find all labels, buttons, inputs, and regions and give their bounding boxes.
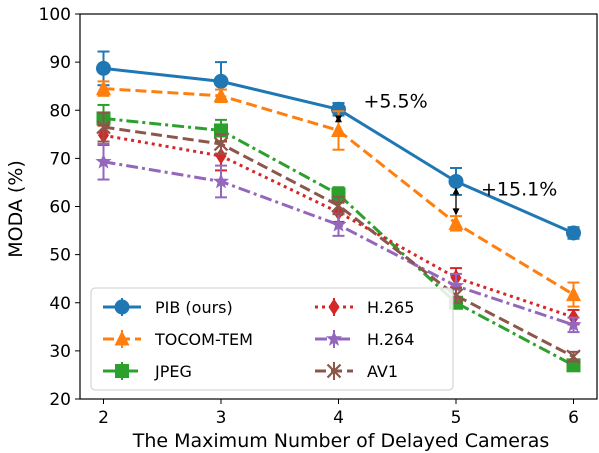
data-point	[331, 198, 346, 213]
x-tick-label: 2	[98, 408, 109, 428]
annotation-label: +15.1%	[481, 178, 557, 200]
series-tocom-tem	[96, 80, 581, 308]
series-pib-ours	[96, 50, 581, 241]
y-tick-label: 40	[49, 294, 71, 314]
arrow-head	[452, 187, 460, 195]
y-tick-label: 20	[49, 390, 71, 410]
data-point	[212, 172, 230, 189]
x-tick-label: 6	[568, 408, 579, 428]
x-tick-label: 5	[451, 408, 462, 428]
annotation-layer: +5.5% +15.1%	[335, 90, 557, 216]
data-point	[213, 136, 229, 152]
data-point	[566, 286, 581, 302]
y-tick-label: 90	[49, 53, 71, 73]
data-point	[566, 225, 581, 241]
data-point	[448, 214, 464, 230]
y-tick-label: 50	[49, 246, 71, 266]
data-point	[447, 277, 465, 293]
improvement-annotation: +5.5%	[335, 90, 428, 123]
data-point	[331, 121, 346, 137]
data-point	[215, 147, 227, 165]
data-point	[213, 87, 229, 103]
y-tick-label: 80	[49, 101, 71, 121]
series-layer	[95, 50, 582, 373]
legend-marker	[114, 299, 130, 315]
x-axis-label: The Maximum Number of Delayed Cameras	[132, 430, 550, 452]
arrow-head	[335, 115, 342, 123]
y-axis-label: MODA (%)	[5, 160, 27, 258]
legend-entry: H.264	[315, 330, 414, 349]
x-tick-label: 4	[333, 408, 344, 428]
data-point	[331, 101, 346, 117]
legend-entry: PIB (ours)	[103, 298, 233, 317]
legend-label: H.264	[367, 330, 414, 349]
data-point	[330, 216, 347, 232]
data-point	[566, 349, 581, 364]
legend: PIB (ours) TOCOM-TEM JPEG H.265 H.264 AV1	[90, 287, 454, 391]
y-tick-label: 60	[49, 198, 71, 218]
data-point	[331, 187, 346, 202]
y-tick-label: 100	[39, 5, 71, 25]
series-line	[103, 133, 574, 319]
axis-ticks: 2 3 4 5 6 20 30 40 50 60 70 80 90 100	[39, 5, 579, 428]
data-point	[448, 173, 464, 189]
legend-box	[90, 287, 454, 391]
series-av1	[96, 111, 581, 364]
legend-label: TOCOM-TEM	[154, 330, 253, 349]
legend-marker	[326, 363, 342, 379]
data-point	[565, 316, 582, 332]
data-point	[96, 60, 111, 76]
annotation-label: +5.5%	[364, 90, 428, 112]
legend-marker	[115, 364, 129, 378]
legend-entry: H.265	[315, 298, 414, 317]
legend-label: AV1	[367, 362, 398, 381]
legend-label: H.265	[367, 298, 414, 317]
legend-entry: TOCOM-TEM	[103, 330, 253, 349]
legend-marker	[114, 330, 130, 346]
legend-marker	[325, 330, 343, 346]
series-line	[103, 160, 574, 327]
legend-label: PIB (ours)	[155, 298, 233, 317]
arrow-head	[452, 208, 460, 216]
improvement-annotation: +15.1%	[452, 178, 557, 216]
legend-marker	[328, 298, 340, 316]
data-point	[213, 73, 229, 89]
series-line	[103, 116, 575, 367]
data-point	[96, 119, 111, 135]
legend-entry: AV1	[315, 362, 398, 381]
y-tick-label: 30	[49, 342, 71, 362]
y-tick-label: 70	[49, 149, 71, 169]
data-point	[95, 153, 112, 169]
legend-entry: JPEG	[103, 362, 192, 381]
data-point	[96, 80, 111, 96]
legend-label: JPEG	[154, 362, 192, 381]
series-h-264	[95, 142, 582, 334]
x-tick-label: 3	[216, 408, 227, 428]
